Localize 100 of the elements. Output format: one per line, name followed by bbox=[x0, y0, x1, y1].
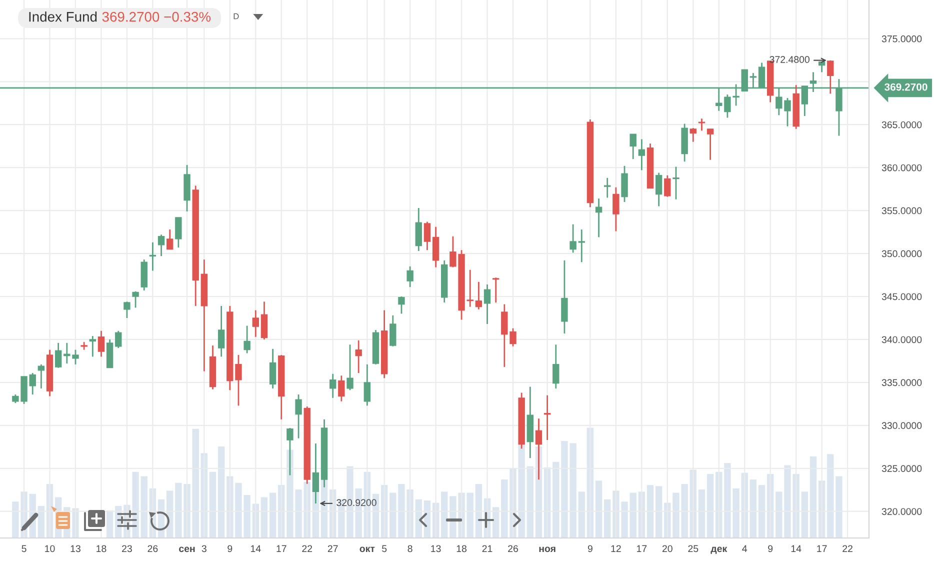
bar bbox=[218, 446, 225, 538]
x-tick-label: 23 bbox=[122, 545, 132, 552]
bar bbox=[698, 489, 706, 538]
x-tick-label: 17 bbox=[637, 545, 647, 552]
y-tick-label: 340.0000 bbox=[882, 336, 922, 344]
x-tick-label: дек bbox=[710, 546, 728, 554]
candlestick bbox=[252, 310, 259, 338]
bar bbox=[526, 466, 534, 538]
bar bbox=[140, 476, 148, 538]
x-tick-label: 22 bbox=[842, 545, 852, 552]
candlestick bbox=[329, 373, 336, 399]
candlestick bbox=[338, 374, 345, 402]
annotation: 320.9200 bbox=[336, 499, 376, 506]
candlestick bbox=[595, 198, 602, 238]
x-tick-label: 9 bbox=[768, 545, 773, 552]
bar bbox=[492, 507, 500, 538]
text: Index Fund bbox=[29, 12, 97, 22]
candlestick bbox=[98, 330, 105, 358]
candlestick bbox=[415, 207, 422, 252]
x-tick-label: 26 bbox=[508, 545, 518, 552]
x-tick-label: 14 bbox=[791, 545, 802, 552]
text: 369.2700 −0.33% bbox=[102, 12, 211, 22]
candlestick bbox=[218, 305, 225, 358]
candlestick bbox=[38, 364, 45, 390]
y-tick-label: 320.0000 bbox=[882, 508, 922, 515]
candlestick bbox=[132, 290, 139, 308]
y-tick-label: 345.0000 bbox=[882, 293, 922, 300]
candlestick bbox=[244, 325, 250, 354]
candlestick bbox=[827, 60, 834, 94]
candlestick bbox=[544, 394, 551, 441]
x-tick-label: 13 bbox=[70, 545, 80, 552]
candlestick bbox=[295, 394, 302, 439]
y-tick-label: 355.0000 bbox=[882, 207, 922, 214]
candlestick bbox=[175, 216, 182, 248]
candlestick bbox=[672, 166, 680, 200]
x-tick-label: 10 bbox=[45, 545, 55, 552]
candlestick bbox=[706, 128, 714, 161]
x-tick-label: 27 bbox=[328, 545, 338, 552]
candlestick bbox=[424, 221, 431, 251]
candlestick bbox=[466, 269, 474, 308]
candlestick bbox=[149, 242, 156, 272]
annotation: 372.4800 bbox=[770, 56, 810, 63]
bar bbox=[758, 485, 766, 538]
bar bbox=[836, 476, 842, 538]
x-tick-label: 20 bbox=[662, 545, 672, 552]
x-tick-label: 3 bbox=[202, 545, 206, 552]
y-tick-label: 365.0000 bbox=[882, 121, 922, 128]
bar bbox=[578, 492, 585, 538]
x-tick-label: 17 bbox=[276, 545, 286, 552]
candlestick bbox=[406, 266, 414, 288]
y-tick-label: 350.0000 bbox=[882, 250, 922, 258]
x-tick-label: 26 bbox=[148, 545, 158, 552]
candlestick bbox=[612, 186, 620, 232]
bar bbox=[801, 492, 808, 538]
x-tick-label: 17 bbox=[817, 545, 827, 552]
candlestick bbox=[561, 260, 568, 334]
candlestick bbox=[690, 127, 696, 142]
x-tick-label: 9 bbox=[228, 545, 232, 552]
bar bbox=[604, 499, 611, 538]
x-tick-label: 5 bbox=[22, 545, 26, 552]
bar bbox=[827, 454, 834, 538]
bar bbox=[390, 492, 396, 538]
bar bbox=[260, 497, 268, 538]
x-tick-label: 4 bbox=[742, 545, 748, 552]
y-tick-label: 330.0000 bbox=[882, 422, 922, 430]
x-tick-label: окт bbox=[360, 546, 375, 552]
candlestick bbox=[346, 344, 354, 391]
candlestick bbox=[54, 342, 62, 369]
bar bbox=[595, 480, 602, 538]
y-tick-label: 360.0000 bbox=[882, 164, 922, 172]
bar bbox=[655, 486, 662, 538]
bar bbox=[750, 480, 757, 538]
bar bbox=[706, 474, 714, 538]
bar bbox=[466, 492, 474, 538]
x-tick-label: 25 bbox=[688, 545, 698, 552]
x-tick-label: 8 bbox=[408, 545, 412, 552]
candlestick bbox=[604, 177, 611, 198]
x-tick-label: 18 bbox=[96, 545, 106, 552]
candlestick bbox=[364, 364, 371, 406]
candlestick bbox=[638, 138, 646, 171]
candlestick bbox=[390, 314, 396, 348]
candlestick bbox=[260, 300, 268, 340]
candlestick bbox=[552, 344, 560, 390]
x-tick-label: 5 bbox=[382, 545, 387, 552]
candlestick bbox=[89, 335, 96, 358]
candlestick bbox=[698, 118, 706, 132]
candlestick bbox=[432, 226, 440, 268]
candlestick bbox=[570, 224, 576, 254]
candlestick bbox=[115, 330, 122, 349]
candlestick bbox=[158, 234, 165, 257]
candlestick bbox=[80, 341, 88, 350]
candlestick bbox=[269, 348, 276, 390]
y-tick-label: 325.0000 bbox=[882, 465, 922, 472]
candlestick bbox=[578, 228, 585, 263]
bar bbox=[646, 485, 654, 538]
x-tick-label: сен bbox=[179, 546, 195, 552]
candlestick bbox=[492, 276, 500, 304]
bar bbox=[475, 484, 482, 538]
candlestick bbox=[655, 172, 662, 207]
candlestick bbox=[124, 300, 130, 319]
